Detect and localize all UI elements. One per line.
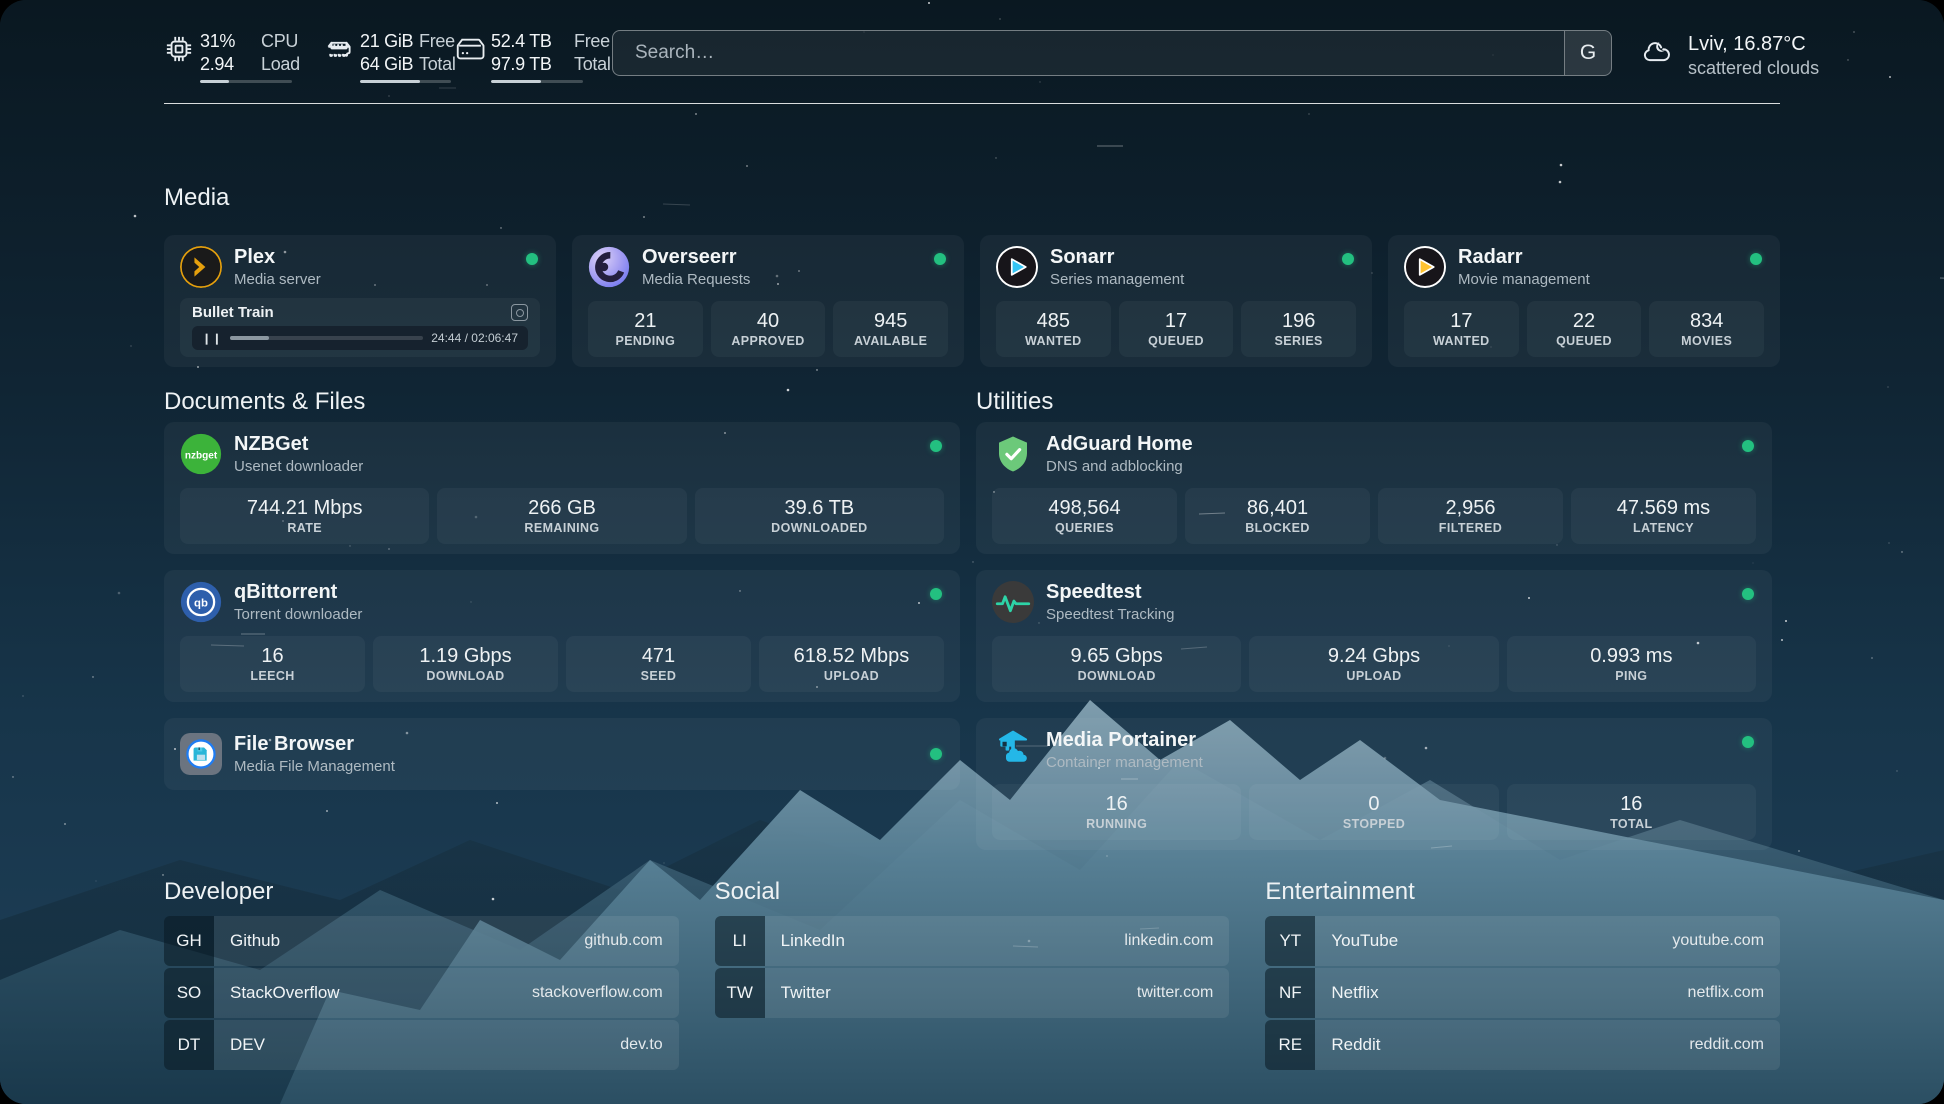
svg-text:qb: qb	[194, 597, 208, 609]
svg-text:nzbget: nzbget	[185, 450, 218, 461]
